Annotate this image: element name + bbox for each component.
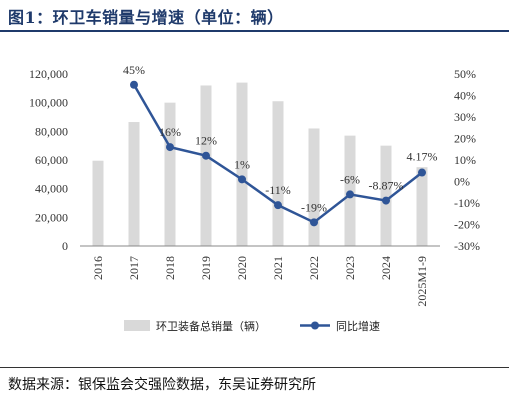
left-tick-label: 40,000 xyxy=(35,182,68,196)
x-tick-label: 2020 xyxy=(235,256,249,280)
x-tick-label: 2021 xyxy=(271,256,285,280)
growth-label-2019: 12% xyxy=(195,134,217,148)
left-tick-label: 100,000 xyxy=(29,96,68,110)
growth-label-2024: -8.87% xyxy=(369,179,404,193)
right-tick-label: -30% xyxy=(454,239,480,253)
growth-point-2024 xyxy=(382,196,390,205)
growth-label-2023: -6% xyxy=(340,172,360,186)
growth-point-2018 xyxy=(166,143,174,152)
x-tick-label: 2022 xyxy=(307,256,321,280)
left-tick-label: 20,000 xyxy=(35,210,68,224)
legend: 环卫装备总销量（辆） 同比增速 xyxy=(124,319,380,333)
right-tick-label: -20% xyxy=(454,218,480,232)
growth-points xyxy=(130,80,426,227)
growth-point-2020 xyxy=(238,175,246,184)
right-tick-label: 30% xyxy=(454,110,476,124)
right-tick-label: 10% xyxy=(454,153,476,167)
growth-point-2019 xyxy=(202,151,210,160)
bar-2025M1-9 xyxy=(416,167,428,246)
legend-bar-swatch xyxy=(124,320,150,331)
bar-2018 xyxy=(164,102,176,247)
right-tick-label: 0% xyxy=(454,175,470,189)
x-tick-label: 2023 xyxy=(343,256,357,280)
growth-label-2017: 45% xyxy=(123,63,145,77)
growth-labels: 45% 16% 12% 1% -11% -19% -6% -8.87% 4.17% xyxy=(123,63,438,215)
growth-label-2018: 16% xyxy=(159,125,181,139)
right-tick-label: 40% xyxy=(454,89,476,103)
growth-point-2025M1-9 xyxy=(418,168,426,177)
left-axis-ticks: 0 20,000 40,000 60,000 80,000 100,000 120,000 xyxy=(29,67,68,253)
x-tick-label: 2018 xyxy=(163,256,177,280)
bar-2017 xyxy=(128,122,140,246)
left-tick-label: 120,000 xyxy=(29,67,68,81)
x-tick-label: 2025M1-9 xyxy=(415,256,429,307)
right-tick-label: 50% xyxy=(454,67,476,81)
growth-point-2021 xyxy=(274,201,282,210)
bar-2016 xyxy=(92,160,104,246)
source-rule xyxy=(0,367,509,368)
bar-2019 xyxy=(200,85,212,246)
x-tick-label: 2017 xyxy=(127,256,141,280)
chart-title: 图1：环卫车销量与增速（单位：辆） xyxy=(8,8,284,27)
growth-label-2025M1-9: 4.17% xyxy=(407,150,438,164)
left-tick-label: 80,000 xyxy=(35,124,68,138)
right-tick-label: -10% xyxy=(454,196,480,210)
x-tick-label: 2016 xyxy=(91,256,105,280)
left-tick-label: 0 xyxy=(62,239,68,253)
growth-point-2022 xyxy=(310,218,318,227)
left-tick-label: 60,000 xyxy=(35,153,68,167)
bar-series xyxy=(92,82,428,247)
x-axis-ticks: 2016 2017 2018 2019 2020 2021 2022 2023 2024 2025… xyxy=(91,256,429,307)
right-axis-ticks: -30% -20% -10% 0% 10% 20% 30% 40% 50% xyxy=(454,67,480,253)
growth-label-2020: 1% xyxy=(234,157,250,171)
title-rule xyxy=(0,30,509,32)
growth-point-2017 xyxy=(130,80,138,89)
growth-point-2023 xyxy=(346,190,354,199)
x-tick-label: 2024 xyxy=(379,256,393,280)
right-tick-label: 20% xyxy=(454,132,476,146)
x-tick-label: 2019 xyxy=(199,256,213,280)
bar-2020 xyxy=(236,82,248,246)
legend-line-label: 同比增速 xyxy=(336,319,380,333)
bar-2021 xyxy=(272,101,284,246)
legend-line-marker xyxy=(311,321,319,330)
bar-2022 xyxy=(308,128,320,246)
source-note: 数据来源：银保监会交强险数据，东吴证券研究所 xyxy=(8,377,316,393)
bar-2024 xyxy=(380,145,392,246)
legend-bar-label: 环卫装备总销量（辆） xyxy=(156,319,266,333)
growth-label-2022: -19% xyxy=(301,200,327,214)
growth-label-2021: -11% xyxy=(265,183,291,197)
